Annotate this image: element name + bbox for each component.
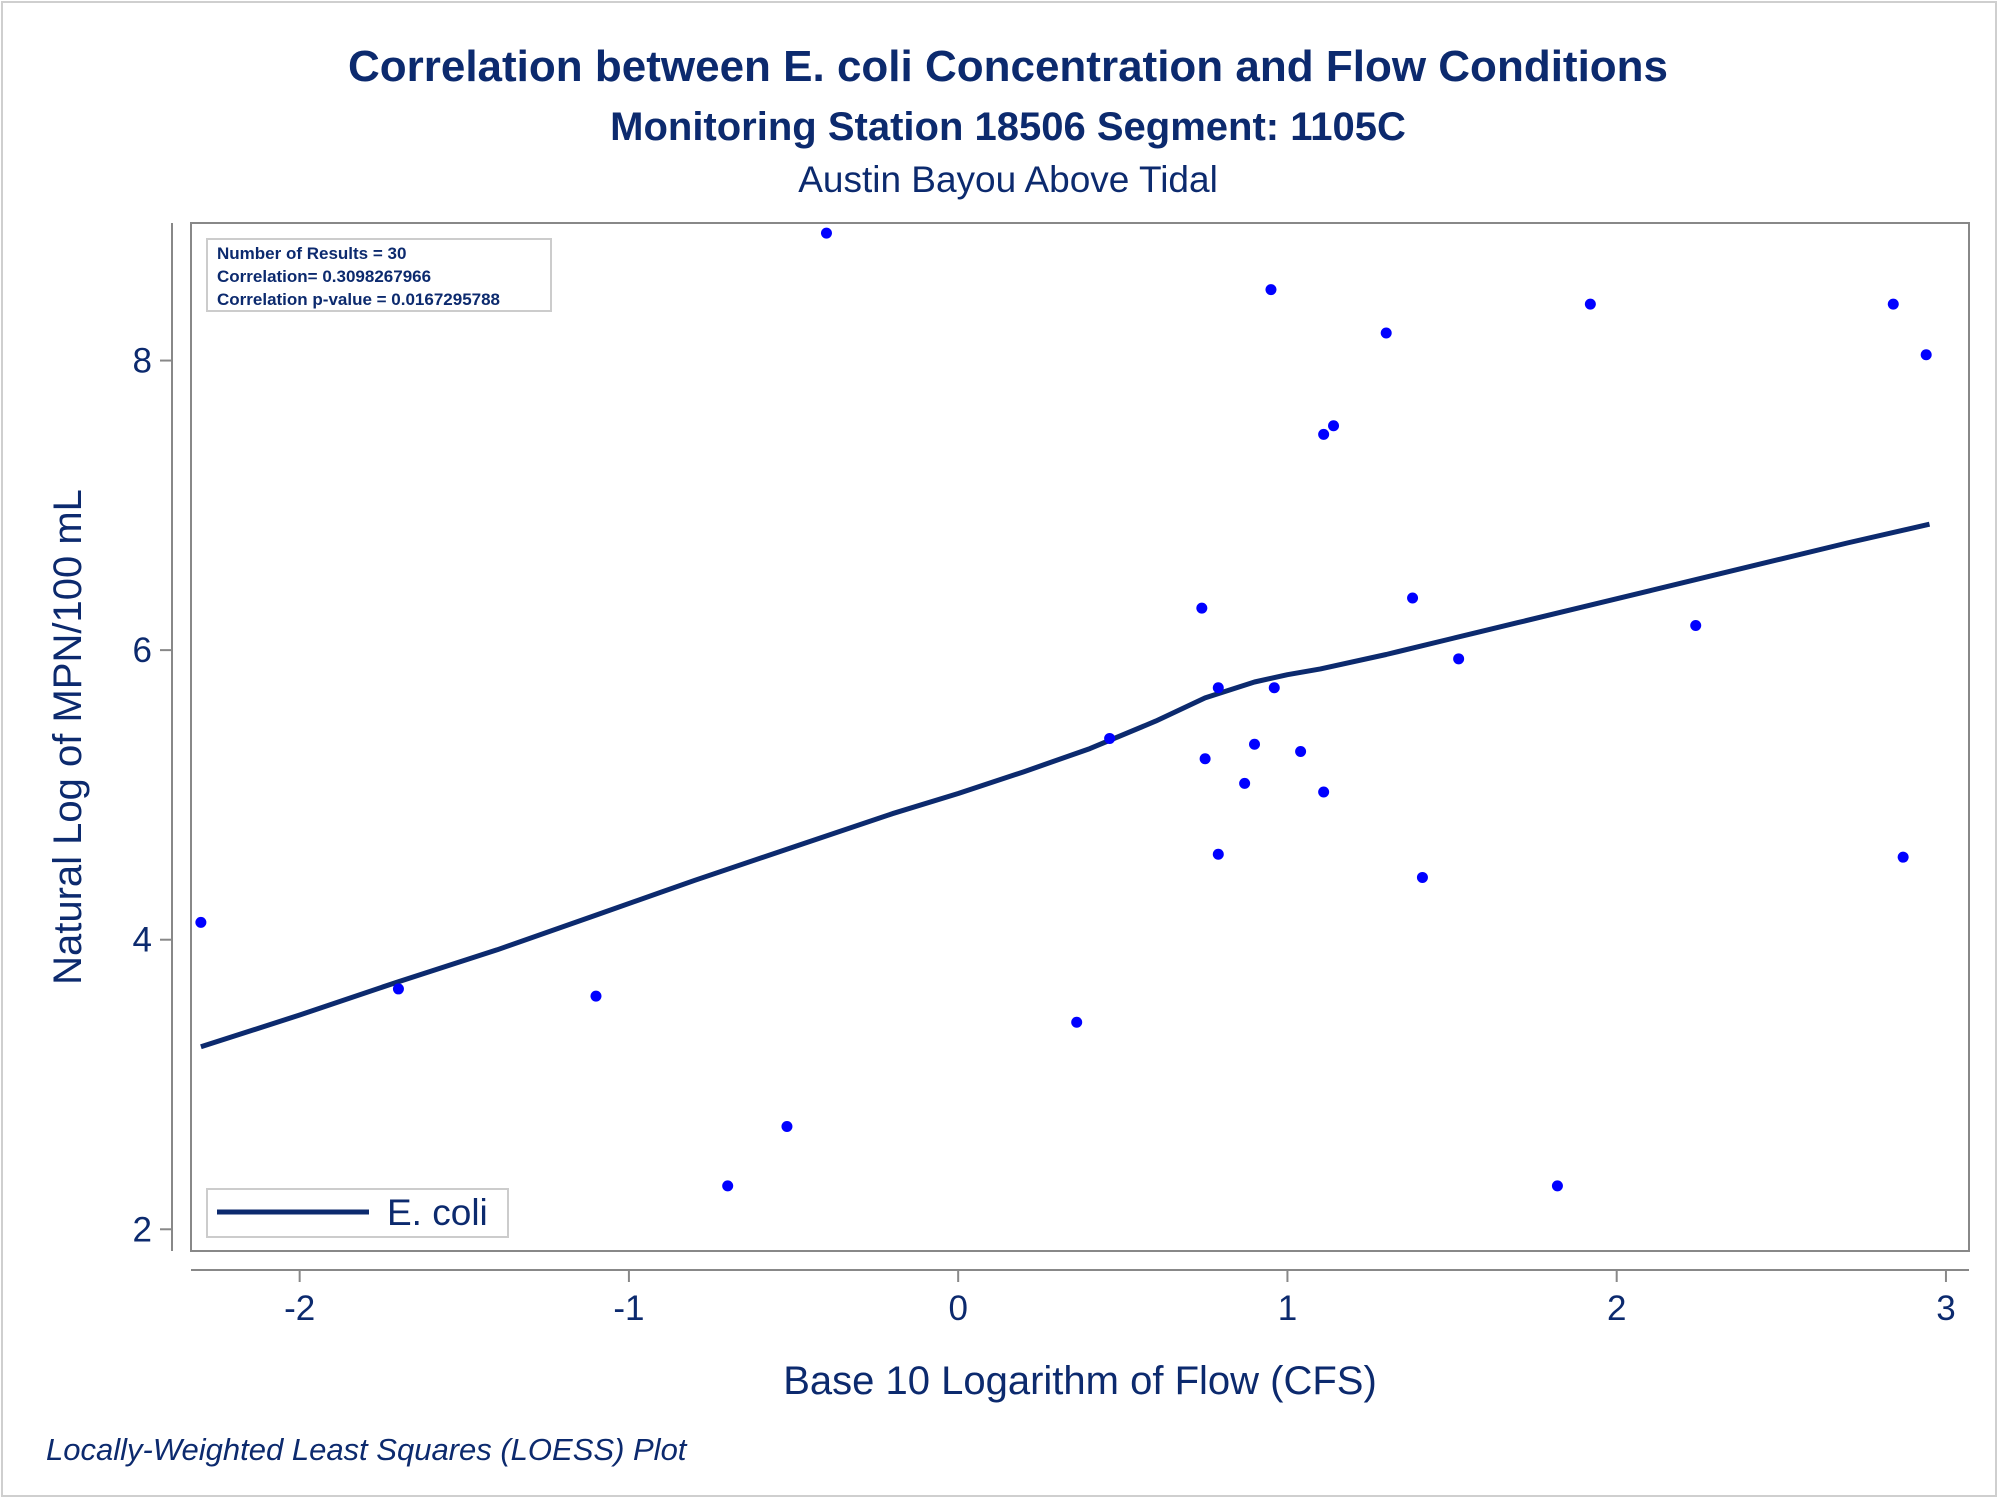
chart-subtitle: Monitoring Station 18506 Segment: 1105C xyxy=(610,105,1406,149)
scatter-point xyxy=(1551,1180,1563,1192)
scatter-point xyxy=(1887,298,1899,310)
chart: Correlation between E. coli Concentratio… xyxy=(46,42,1970,1467)
scatter-point xyxy=(1920,349,1932,361)
y-tick-label: 6 xyxy=(133,631,152,670)
y-axis-ticks: 2 4 6 8 xyxy=(133,342,172,1249)
scatter-point xyxy=(1265,284,1277,296)
scatter-point xyxy=(1071,1016,1083,1028)
scatter-point xyxy=(820,227,832,239)
scatter-point xyxy=(1416,871,1428,883)
y-tick-label: 2 xyxy=(133,1210,152,1249)
scatter-point xyxy=(590,990,602,1002)
x-tick-label: 0 xyxy=(948,1289,967,1328)
x-tick-label: 2 xyxy=(1607,1289,1626,1328)
scatter-point xyxy=(1318,786,1330,798)
scatter-point xyxy=(1897,851,1909,863)
y-tick-label: 8 xyxy=(133,342,152,381)
x-tick-label: 1 xyxy=(1278,1289,1297,1328)
x-tick-label: -1 xyxy=(613,1289,644,1328)
scatter-point xyxy=(1196,602,1208,614)
footnote: Locally-Weighted Least Squares (LOESS) P… xyxy=(46,1432,688,1467)
legend-label: E. coli xyxy=(387,1192,488,1233)
scatter-point xyxy=(1295,745,1307,757)
y-axis-label: Natural Log of MPN/100 mL xyxy=(46,489,90,985)
stats-box: Number of Results = 30 Correlation= 0.30… xyxy=(206,238,552,312)
scatter-point xyxy=(1584,298,1596,310)
loess-fit-line xyxy=(200,521,1931,1050)
stat-p-value: Correlation p-value = 0.0167295788 xyxy=(217,290,500,309)
scatter-point xyxy=(1380,327,1392,339)
scatter-point xyxy=(195,916,207,928)
x-axis-label: Base 10 Logarithm of Flow (CFS) xyxy=(783,1359,1377,1403)
chart-subtitle-2: Austin Bayou Above Tidal xyxy=(798,159,1218,200)
scatter-point xyxy=(1212,848,1224,860)
legend: E. coli xyxy=(206,1188,509,1238)
x-axis-ticks: -2 -1 0 1 2 3 xyxy=(284,1270,1956,1328)
scatter-point xyxy=(781,1120,793,1132)
plot-area xyxy=(190,222,1970,1252)
stats-box-border xyxy=(206,238,552,312)
y-tick-label: 4 xyxy=(133,921,152,960)
scatter-point xyxy=(1268,682,1280,694)
scatter-point xyxy=(1328,420,1340,432)
scatter-point xyxy=(722,1180,734,1192)
scatter-points xyxy=(195,227,1932,1192)
scatter-point xyxy=(1407,592,1419,604)
chart-title: Correlation between E. coli Concentratio… xyxy=(348,42,1668,91)
scatter-point xyxy=(1690,620,1702,632)
scatter-point xyxy=(392,983,404,995)
scatter-point xyxy=(1239,777,1251,789)
scatter-point xyxy=(1453,653,1465,665)
scatter-point xyxy=(1318,428,1330,440)
scatter-point xyxy=(1212,682,1224,694)
x-tick-label: -2 xyxy=(284,1289,315,1328)
scatter-point xyxy=(1104,732,1116,744)
x-tick-label: 3 xyxy=(1936,1289,1955,1328)
scatter-point xyxy=(1199,753,1211,765)
stat-correlation: Correlation= 0.3098267966 xyxy=(217,267,431,286)
stat-n-results: Number of Results = 30 xyxy=(217,244,406,263)
scatter-point xyxy=(1249,738,1261,750)
